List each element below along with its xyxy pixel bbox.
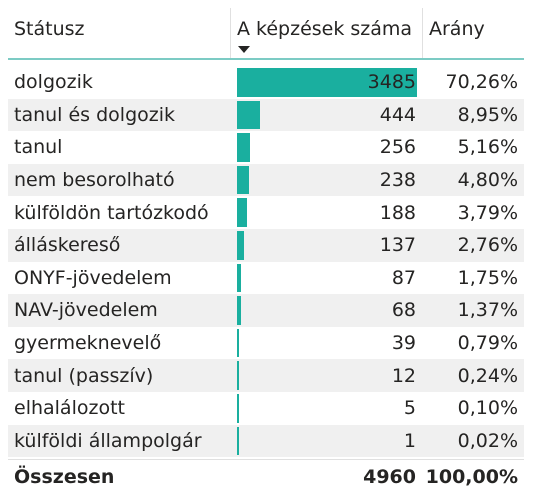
status-cell: álláskereső	[14, 234, 121, 257]
count-value: 188	[379, 201, 416, 224]
table-row[interactable]: gyermeknevelő 39 0,79%	[8, 327, 524, 360]
ratio-cell: 0,24%	[457, 364, 518, 387]
table-row[interactable]: NAV-jövedelem 68 1,37%	[8, 294, 524, 327]
table-row[interactable]: álláskereső 137 2,76%	[8, 228, 524, 262]
count-value: 137	[379, 234, 416, 257]
table-row[interactable]: dolgozik 3485 70,26%	[8, 66, 524, 99]
status-cell: NAV-jövedelem	[14, 299, 158, 322]
count-value: 3485	[367, 71, 416, 94]
status-cell: gyermeknevelő	[14, 332, 162, 355]
total-label: Összesen	[14, 466, 115, 489]
count-data-bar	[237, 230, 245, 260]
count-value: 1	[403, 429, 416, 452]
count-value: 87	[391, 266, 416, 289]
count-cell: 87	[230, 262, 422, 295]
table-row[interactable]: elhalálozott 5 0,10%	[8, 392, 524, 425]
count-cell: 444	[230, 99, 422, 132]
table-body: dolgozik 3485 70,26% tanul és dolgozik 444 8,…	[8, 66, 524, 458]
count-cell: 1	[230, 425, 422, 458]
data-table: Státusz A képzések száma Arány dolgozik 3…	[8, 8, 524, 494]
ratio-cell: 0,10%	[457, 397, 518, 420]
count-value: 238	[379, 169, 416, 192]
count-data-bar	[237, 426, 239, 456]
count-data-bar	[237, 133, 251, 162]
status-cell: külföldön tartózkodó	[14, 201, 209, 224]
table-row[interactable]: tanul 256 5,16%	[8, 131, 524, 164]
status-cell: tanul	[14, 136, 63, 159]
table-row[interactable]: tanul (passzív) 12 0,24%	[8, 359, 524, 392]
ratio-cell: 70,26%	[445, 71, 518, 94]
count-value: 444	[379, 103, 416, 126]
status-cell: elhalálozott	[14, 397, 125, 420]
table-row[interactable]: ONYF-jövedelem 87 1,75%	[8, 262, 524, 295]
ratio-cell: 4,80%	[457, 169, 518, 192]
total-count: 4960	[363, 466, 416, 489]
count-data-bar	[237, 68, 417, 97]
count-value: 68	[391, 299, 416, 322]
count-cell: 12	[230, 359, 422, 392]
ratio-cell: 0,79%	[457, 332, 518, 355]
count-value: 39	[391, 332, 416, 355]
ratio-cell: 5,16%	[457, 136, 518, 159]
status-cell: külföldi állampolgár	[14, 429, 202, 452]
column-header-count-label: A képzések száma	[237, 18, 413, 40]
count-value: 5	[403, 397, 416, 420]
table-row[interactable]: nem besorolható 238 4,80%	[8, 163, 524, 197]
ratio-cell: 3,79%	[457, 201, 518, 224]
ratio-cell: 2,76%	[457, 234, 518, 257]
column-header-status[interactable]: Státusz	[14, 18, 85, 40]
status-cell: tanul és dolgozik	[14, 103, 176, 126]
count-data-bar	[237, 263, 242, 293]
count-data-bar	[237, 296, 241, 325]
count-cell: 188	[230, 196, 422, 229]
count-value: 256	[379, 136, 416, 159]
total-ratio: 100,00%	[425, 466, 518, 489]
count-cell: 3485	[230, 66, 422, 99]
count-cell: 68	[230, 294, 422, 327]
count-cell: 256	[230, 131, 422, 164]
table-row[interactable]: tanul és dolgozik 444 8,95%	[8, 98, 524, 132]
count-cell: 137	[230, 229, 422, 262]
count-data-bar	[237, 198, 247, 227]
status-cell: dolgozik	[14, 71, 93, 94]
count-data-bar	[237, 393, 239, 423]
status-cell: ONYF-jövedelem	[14, 266, 172, 289]
column-header-ratio[interactable]: Arány	[422, 8, 524, 58]
column-header-count[interactable]: A képzések száma	[230, 8, 422, 58]
total-row: Összesen 4960 100,00%	[8, 459, 524, 494]
ratio-cell: 1,75%	[457, 266, 518, 289]
ratio-cell: 8,95%	[457, 103, 518, 126]
table-header: Státusz A képzések száma Arány	[8, 8, 524, 60]
count-cell: 39	[230, 327, 422, 360]
count-data-bar	[237, 100, 260, 130]
count-cell: 5	[230, 392, 422, 425]
status-cell: tanul (passzív)	[14, 364, 154, 387]
ratio-cell: 1,37%	[457, 299, 518, 322]
count-value: 12	[391, 364, 416, 387]
count-cell: 238	[230, 164, 422, 197]
table-row[interactable]: külföldön tartózkodó 188 3,79%	[8, 196, 524, 229]
ratio-cell: 0,02%	[457, 429, 518, 452]
table-row[interactable]: külföldi állampolgár 1 0,02%	[8, 424, 524, 458]
sort-descending-icon[interactable]	[238, 46, 250, 53]
count-data-bar	[237, 165, 250, 195]
count-data-bar	[237, 328, 239, 358]
status-cell: nem besorolható	[14, 169, 175, 192]
count-data-bar	[237, 361, 239, 390]
